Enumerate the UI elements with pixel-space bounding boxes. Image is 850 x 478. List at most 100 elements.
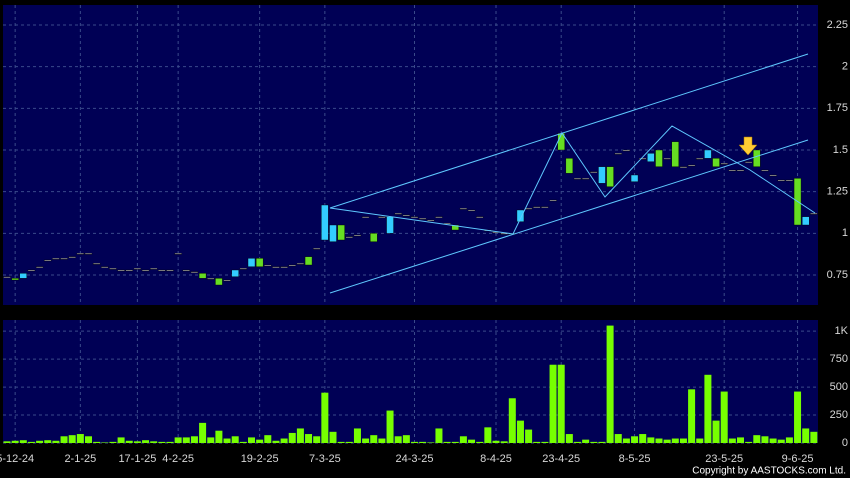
- candle: [239, 268, 248, 270]
- x-tick-label: 23-5-25: [705, 453, 743, 465]
- y-tick-label: 1.25: [827, 186, 848, 198]
- volume-bar: [533, 441, 541, 443]
- candle: [524, 208, 533, 210]
- volume-bar: [109, 441, 117, 443]
- candle: [769, 174, 777, 177]
- volume-bar: [27, 441, 35, 443]
- volume-bar: [500, 441, 508, 443]
- marks: [3, 133, 818, 443]
- volume-bar: [353, 428, 361, 443]
- x-tick-label: 8-4-25: [480, 453, 512, 465]
- candle: [288, 264, 296, 267]
- candle: [761, 169, 769, 172]
- candle: [174, 253, 182, 255]
- candle: [370, 233, 378, 242]
- volume-bar: [223, 438, 231, 443]
- volume-bar: [101, 442, 109, 443]
- x-tick-label: 23-4-25: [542, 453, 580, 465]
- volume-bar: [777, 439, 785, 443]
- volume-bar: [296, 428, 304, 443]
- volume-bar: [688, 389, 696, 443]
- candle: [84, 253, 93, 255]
- candle: [109, 268, 117, 270]
- volume-bar: [753, 435, 761, 443]
- volume-bar: [810, 431, 818, 443]
- candle: [410, 216, 419, 218]
- volume-bar: [362, 438, 370, 443]
- x-tick-label: 7-3-25: [309, 453, 341, 465]
- candle: [549, 199, 557, 202]
- volume-tick-label: 0: [842, 437, 848, 449]
- volume-bar: [190, 436, 198, 443]
- volume-bar: [248, 437, 255, 443]
- volume-bar: [484, 427, 492, 443]
- candle: [402, 214, 411, 217]
- x-tick-label: 19-2-25: [241, 453, 279, 465]
- volume-bar: [468, 439, 476, 443]
- candle: [647, 153, 655, 162]
- volume-bar: [737, 437, 744, 443]
- volume-bar: [574, 441, 581, 443]
- trend-lines: [329, 53, 816, 294]
- volume-tick-label: 1K: [835, 325, 849, 337]
- volume-bar: [411, 441, 418, 443]
- candle: [753, 149, 761, 167]
- candle: [467, 209, 476, 212]
- volume-bar: [492, 440, 500, 443]
- volume-bar: [671, 438, 679, 443]
- volume-bar: [549, 364, 557, 443]
- candle: [329, 224, 337, 242]
- candle: [459, 208, 468, 210]
- candle: [158, 269, 166, 272]
- volume-bar: [631, 436, 639, 443]
- volume-bar: [231, 436, 239, 443]
- candle: [418, 218, 427, 220]
- copyright: Copyright by AASTOCKS.com Ltd.: [692, 466, 846, 477]
- x-tick-label: 4-2-25: [162, 453, 194, 465]
- candle: [280, 266, 288, 268]
- candle: [744, 161, 753, 163]
- candle: [264, 264, 272, 267]
- candle: [663, 158, 671, 160]
- candle: [606, 166, 614, 187]
- volume-bar: [125, 440, 133, 443]
- volume-bar: [142, 440, 150, 443]
- candle: [272, 266, 280, 268]
- volume-bar: [606, 325, 614, 443]
- candle: [614, 153, 622, 155]
- volume-bar: [386, 410, 394, 443]
- candle: [720, 163, 728, 165]
- y-tick-label: 1.75: [827, 102, 848, 114]
- volume-tick-label: 750: [830, 353, 848, 365]
- candle: [696, 158, 704, 160]
- volume-bar: [378, 438, 386, 443]
- candle: [590, 171, 598, 173]
- volume-bar: [655, 438, 663, 443]
- candle: [777, 179, 785, 182]
- volume-bar: [166, 441, 174, 443]
- volume-bar: [199, 422, 207, 443]
- volume-bar: [280, 438, 288, 443]
- volume-bar: [182, 437, 190, 443]
- candle: [117, 269, 125, 272]
- volume-bar: [93, 441, 101, 443]
- volume-bar: [272, 440, 280, 443]
- volume-bar: [239, 441, 247, 443]
- volume-bar: [313, 436, 321, 443]
- candle: [19, 273, 27, 279]
- volume-bar: [85, 436, 92, 443]
- y-tick-label: 1.5: [833, 144, 848, 156]
- volume-bar: [451, 441, 459, 443]
- x-tick-label: 17-1-25: [118, 453, 156, 465]
- zigzag: [329, 125, 816, 235]
- candle: [215, 278, 223, 286]
- volume-bar: [370, 435, 378, 443]
- candle: [52, 258, 60, 260]
- candle: [810, 213, 818, 215]
- volume-bar: [794, 391, 802, 443]
- candle: [565, 158, 574, 174]
- candle: [68, 256, 76, 258]
- candle: [35, 266, 44, 268]
- volume-bar: [419, 441, 427, 443]
- volume-bar: [598, 441, 606, 443]
